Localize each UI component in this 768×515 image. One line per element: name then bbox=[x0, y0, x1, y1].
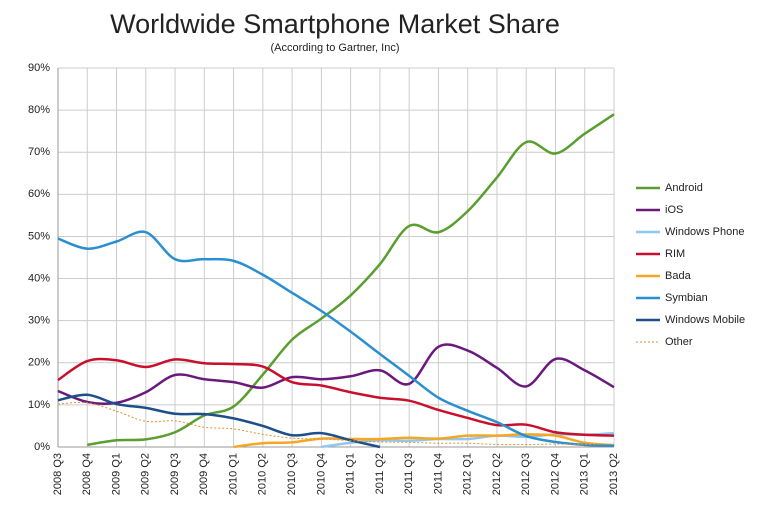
legend-label: Other bbox=[665, 336, 693, 348]
x-tick-label: 2010 Q1 bbox=[227, 453, 239, 495]
series-line bbox=[233, 433, 615, 449]
legend-label: RIM bbox=[665, 248, 685, 260]
x-tick-label: 2011 Q1 bbox=[345, 453, 357, 494]
y-tick-label: 70% bbox=[28, 146, 50, 158]
x-tick-label: 2011 Q2 bbox=[374, 453, 386, 494]
y-tick-label: 10% bbox=[28, 399, 50, 411]
y-tick-label: 90% bbox=[28, 62, 50, 74]
legend-label: Windows Phone bbox=[665, 226, 745, 238]
series-line bbox=[57, 357, 615, 437]
x-tick-label: 2011 Q3 bbox=[403, 453, 415, 494]
legend-label: Symbian bbox=[665, 292, 708, 304]
series-line bbox=[57, 343, 615, 405]
x-tick-label: 2012 Q4 bbox=[549, 453, 561, 495]
x-tick-label: 2009 Q3 bbox=[169, 453, 181, 495]
y-tick-label: 20% bbox=[28, 357, 50, 369]
x-tick-label: 2012 Q3 bbox=[520, 453, 532, 495]
y-tick-label: 80% bbox=[28, 104, 50, 116]
legend-label: iOS bbox=[665, 204, 683, 216]
chart-subtitle: (According to Gartner, Inc) bbox=[271, 42, 400, 54]
series-line bbox=[57, 393, 381, 449]
y-tick-label: 30% bbox=[28, 315, 50, 327]
x-tick-label: 2010 Q2 bbox=[257, 453, 269, 495]
x-tick-label: 2009 Q4 bbox=[198, 453, 210, 495]
series-line bbox=[57, 401, 615, 446]
x-tick-label: 2010 Q4 bbox=[315, 453, 327, 495]
x-tick-label: 2009 Q1 bbox=[110, 453, 122, 495]
x-tick-label: 2012 Q1 bbox=[462, 453, 474, 495]
legend-label: Windows Mobile bbox=[665, 314, 745, 326]
x-tick-label: 2009 Q2 bbox=[140, 453, 152, 495]
legend-label: Bada bbox=[665, 270, 692, 282]
series-line bbox=[57, 230, 615, 447]
legend-label: Android bbox=[665, 182, 703, 194]
x-tick-label: 2013 Q1 bbox=[579, 453, 591, 495]
series-line bbox=[87, 113, 615, 447]
y-tick-label: 50% bbox=[28, 230, 50, 242]
chart-title: Worldwide Smartphone Market Share bbox=[110, 9, 560, 39]
x-tick-label: 2010 Q3 bbox=[286, 453, 298, 495]
x-tick-label: 2008 Q3 bbox=[52, 453, 64, 495]
y-tick-label: 0% bbox=[34, 441, 50, 453]
x-tick-label: 2012 Q2 bbox=[491, 453, 503, 495]
x-tick-label: 2013 Q2 bbox=[608, 453, 620, 495]
y-tick-label: 40% bbox=[28, 272, 50, 284]
x-tick-label: 2011 Q4 bbox=[432, 453, 444, 494]
x-tick-label: 2008 Q4 bbox=[81, 453, 93, 495]
y-tick-label: 60% bbox=[28, 188, 50, 200]
